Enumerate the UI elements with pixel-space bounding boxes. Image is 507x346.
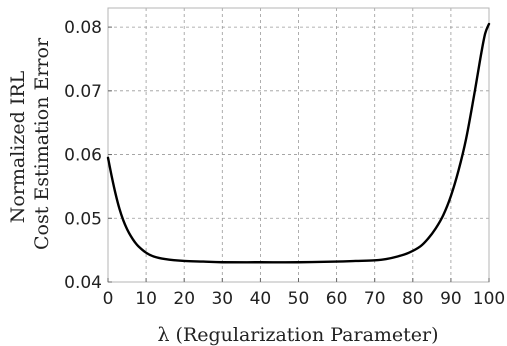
x-tick-label: 70: [364, 289, 386, 309]
x-tick-label: 100: [473, 289, 505, 309]
x-tick-label: 20: [173, 289, 195, 309]
y-tick-label: 0.04: [64, 273, 102, 293]
x-tick-label: 10: [135, 289, 157, 309]
y-axis-title: Normalized IRL Cost Estimation Error: [7, 37, 53, 250]
series-layer: [106, 22, 491, 264]
x-tick-label: 60: [326, 289, 348, 309]
x-tick-label: 80: [402, 289, 424, 309]
y-axis-title-line-1: Normalized IRL: [7, 70, 29, 223]
axis-ticks: [107, 26, 490, 283]
x-axis-title: λ (Regularization Parameter): [157, 324, 438, 346]
gridlines: [108, 8, 489, 282]
error-curve: [106, 22, 491, 264]
x-tick-label: 50: [288, 289, 310, 309]
y-tick-label: 0.07: [64, 82, 102, 102]
tick-labels: 0 10 20 30 40 50 60 70 80 90 100 0.04 0.05 0.06 0.07 0.…: [64, 18, 505, 309]
x-tick-label: 90: [440, 289, 462, 309]
plot-frame: [107, 7, 490, 283]
y-axis-title-line-2: Cost Estimation Error: [31, 37, 53, 250]
x-tick-label: 30: [211, 289, 233, 309]
x-tick-label: 0: [103, 289, 114, 309]
y-tick-label: 0.05: [64, 209, 102, 229]
x-tick-label: 40: [250, 289, 272, 309]
y-tick-label: 0.08: [64, 18, 102, 38]
y-tick-label: 0.06: [64, 146, 102, 166]
